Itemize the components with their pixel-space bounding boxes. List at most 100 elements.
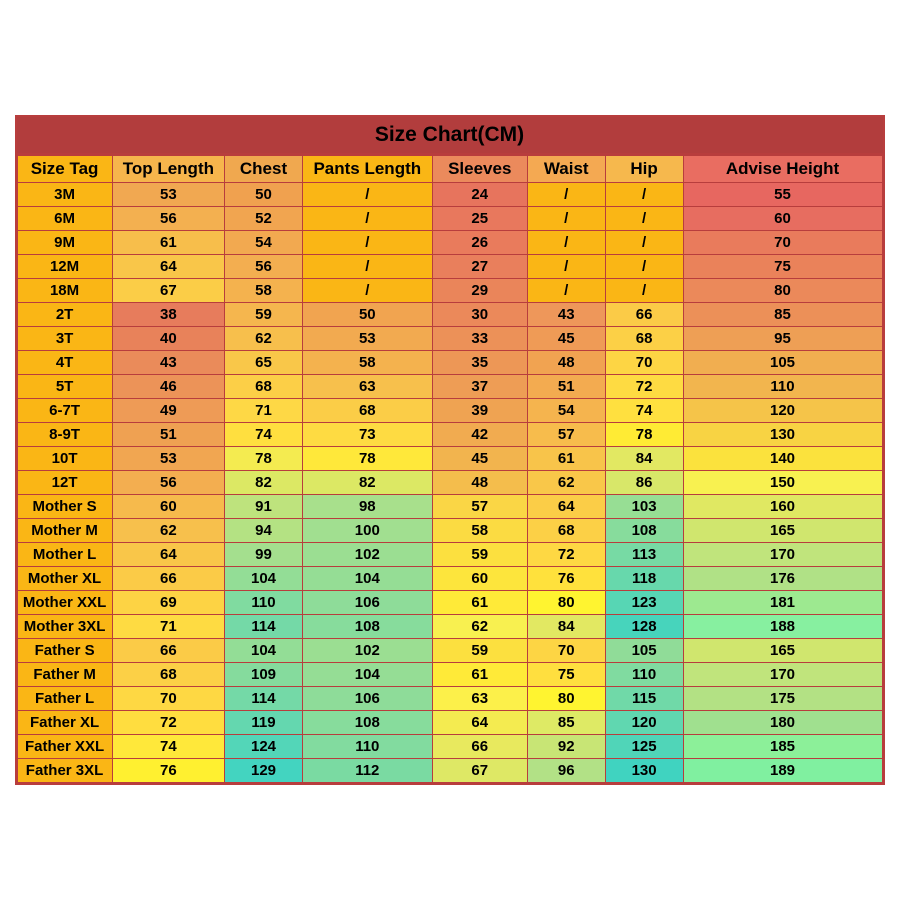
value-cell: 62 <box>225 326 303 350</box>
value-cell: 188 <box>683 614 882 638</box>
value-cell: 74 <box>225 422 303 446</box>
size-tag-cell: 9M <box>17 230 112 254</box>
size-tag-cell: 2T <box>17 302 112 326</box>
value-cell: 130 <box>605 758 683 782</box>
value-cell: 72 <box>605 374 683 398</box>
value-cell: 110 <box>683 374 882 398</box>
value-cell: 78 <box>605 422 683 446</box>
value-cell: 112 <box>302 758 432 782</box>
value-cell: 104 <box>302 566 432 590</box>
value-cell: 104 <box>225 638 303 662</box>
value-cell: 70 <box>605 350 683 374</box>
value-cell: / <box>605 278 683 302</box>
value-cell: 108 <box>605 518 683 542</box>
value-cell: 60 <box>112 494 224 518</box>
value-cell: 123 <box>605 590 683 614</box>
value-cell: 51 <box>527 374 605 398</box>
value-cell: 30 <box>432 302 527 326</box>
value-cell: 84 <box>605 446 683 470</box>
table-row: 18M6758/29//80 <box>17 278 882 302</box>
table-title: Size Chart(CM) <box>17 117 883 155</box>
value-cell: / <box>527 230 605 254</box>
value-cell: 69 <box>112 590 224 614</box>
value-cell: 114 <box>225 686 303 710</box>
value-cell: 45 <box>527 326 605 350</box>
column-header: Hip <box>605 155 683 182</box>
value-cell: 185 <box>683 734 882 758</box>
value-cell: 176 <box>683 566 882 590</box>
value-cell: 180 <box>683 710 882 734</box>
value-cell: 53 <box>112 182 224 206</box>
value-cell: 104 <box>302 662 432 686</box>
value-cell: 96 <box>527 758 605 782</box>
table-row: Mother S6091985764103160 <box>17 494 882 518</box>
size-tag-cell: 3T <box>17 326 112 350</box>
value-cell: 85 <box>527 710 605 734</box>
column-header: Pants Length <box>302 155 432 182</box>
size-tag-cell: 18M <box>17 278 112 302</box>
value-cell: 46 <box>112 374 224 398</box>
value-cell: 165 <box>683 518 882 542</box>
value-cell: 40 <box>112 326 224 350</box>
table-header-row: Size TagTop LengthChestPants LengthSleev… <box>17 155 882 182</box>
value-cell: 92 <box>527 734 605 758</box>
value-cell: 84 <box>527 614 605 638</box>
table-row: 12T568282486286150 <box>17 470 882 494</box>
value-cell: 57 <box>527 422 605 446</box>
table-row: 3M5350/24//55 <box>17 182 882 206</box>
size-tag-cell: Father S <box>17 638 112 662</box>
size-tag-cell: Mother M <box>17 518 112 542</box>
table-row: 6M5652/25//60 <box>17 206 882 230</box>
table-row: 9M6154/26//70 <box>17 230 882 254</box>
value-cell: 130 <box>683 422 882 446</box>
value-cell: 64 <box>432 710 527 734</box>
table-row: Mother L64991025972113170 <box>17 542 882 566</box>
value-cell: 99 <box>225 542 303 566</box>
value-cell: 39 <box>432 398 527 422</box>
value-cell: 58 <box>225 278 303 302</box>
table-row: Father S661041025970105165 <box>17 638 882 662</box>
value-cell: 74 <box>605 398 683 422</box>
value-cell: 100 <box>302 518 432 542</box>
value-cell: 119 <box>225 710 303 734</box>
value-cell: 71 <box>112 614 224 638</box>
value-cell: / <box>605 230 683 254</box>
value-cell: 102 <box>302 638 432 662</box>
table-row: Mother 3XL711141086284128188 <box>17 614 882 638</box>
table-row: Mother M62941005868108165 <box>17 518 882 542</box>
value-cell: / <box>605 254 683 278</box>
value-cell: / <box>527 206 605 230</box>
size-tag-cell: Mother XL <box>17 566 112 590</box>
value-cell: 67 <box>432 758 527 782</box>
value-cell: 61 <box>112 230 224 254</box>
value-cell: 68 <box>225 374 303 398</box>
value-cell: 86 <box>605 470 683 494</box>
value-cell: 24 <box>432 182 527 206</box>
value-cell: 62 <box>112 518 224 542</box>
value-cell: 68 <box>605 326 683 350</box>
value-cell: 110 <box>605 662 683 686</box>
value-cell: 68 <box>527 518 605 542</box>
value-cell: 70 <box>112 686 224 710</box>
value-cell: 59 <box>432 638 527 662</box>
value-cell: 68 <box>112 662 224 686</box>
value-cell: 78 <box>302 446 432 470</box>
table-row: 2T38595030436685 <box>17 302 882 326</box>
value-cell: / <box>302 182 432 206</box>
size-tag-cell: 12T <box>17 470 112 494</box>
size-tag-cell: 10T <box>17 446 112 470</box>
table-row: 5T466863375172110 <box>17 374 882 398</box>
column-header: Size Tag <box>17 155 112 182</box>
value-cell: 129 <box>225 758 303 782</box>
size-tag-cell: 5T <box>17 374 112 398</box>
value-cell: 120 <box>683 398 882 422</box>
value-cell: 71 <box>225 398 303 422</box>
value-cell: 66 <box>112 638 224 662</box>
table-row: 10T537878456184140 <box>17 446 882 470</box>
value-cell: 58 <box>302 350 432 374</box>
value-cell: 63 <box>432 686 527 710</box>
value-cell: 128 <box>605 614 683 638</box>
table-row: Father 3XL761291126796130189 <box>17 758 882 782</box>
value-cell: 170 <box>683 542 882 566</box>
size-tag-cell: 12M <box>17 254 112 278</box>
